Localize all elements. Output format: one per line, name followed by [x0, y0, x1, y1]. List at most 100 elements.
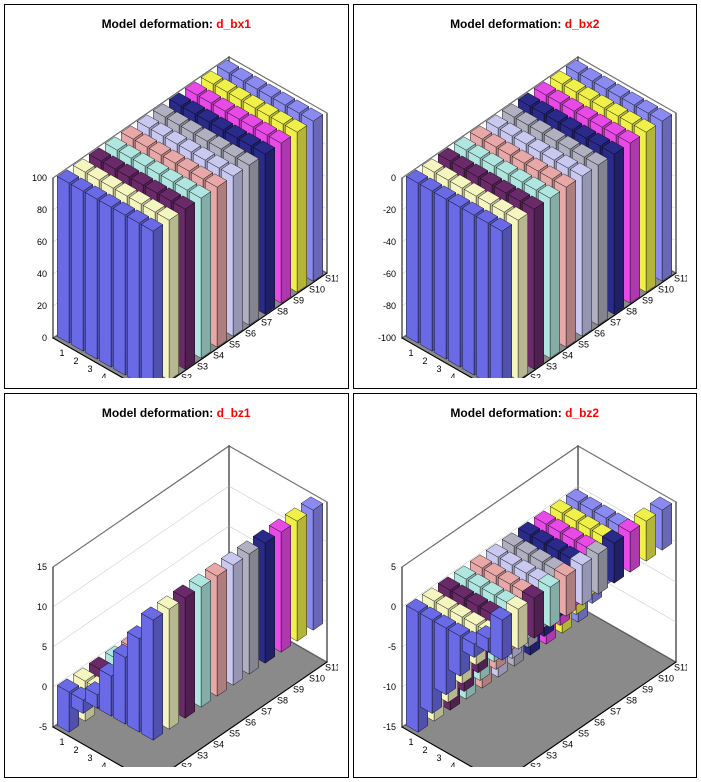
- svg-text:4: 4: [101, 372, 106, 378]
- title-prefix: Model deformation:: [450, 17, 565, 31]
- svg-text:3: 3: [436, 753, 441, 763]
- svg-text:2: 2: [73, 745, 78, 755]
- svg-text:1: 1: [408, 737, 413, 747]
- svg-text:S10: S10: [658, 674, 674, 684]
- svg-text:S4: S4: [213, 740, 224, 750]
- svg-text:1: 1: [59, 737, 64, 747]
- panel-d_bx2: Model deformation: d_bx2 -100-80-60-40-2…: [353, 4, 698, 389]
- svg-text:40: 40: [37, 269, 47, 279]
- panel-title: Model deformation: d_bz1: [5, 406, 348, 420]
- svg-text:-100: -100: [377, 333, 395, 343]
- svg-text:S8: S8: [277, 696, 288, 706]
- svg-text:-10: -10: [382, 682, 395, 692]
- svg-text:2: 2: [422, 745, 427, 755]
- chart-area: -15-10-5051234567S1S2S3S4S5S6S7S8S9S10S1…: [364, 432, 687, 767]
- svg-text:S6: S6: [245, 718, 256, 728]
- svg-text:-20: -20: [382, 205, 395, 215]
- svg-text:1: 1: [408, 348, 413, 358]
- panel-d_bz2: Model deformation: d_bz2 -15-10-50512345…: [353, 393, 698, 778]
- title-prefix: Model deformation:: [102, 17, 217, 31]
- svg-text:5: 5: [390, 562, 395, 572]
- svg-text:S3: S3: [546, 751, 557, 761]
- svg-text:10: 10: [37, 602, 47, 612]
- svg-text:S8: S8: [626, 307, 637, 317]
- svg-text:100: 100: [32, 173, 47, 183]
- svg-text:4: 4: [450, 761, 455, 767]
- svg-text:S5: S5: [229, 729, 240, 739]
- svg-text:60: 60: [37, 237, 47, 247]
- svg-text:3: 3: [87, 364, 92, 374]
- svg-text:S10: S10: [658, 285, 674, 295]
- svg-text:0: 0: [390, 602, 395, 612]
- svg-text:S10: S10: [309, 285, 325, 295]
- bar3d-chart: -50510151234567S1S2S3S4S5S6S7S8S9S10S11: [15, 432, 338, 767]
- panel-d_bx1: Model deformation: d_bx1 0 20 40 60 80 100 123…: [4, 4, 349, 389]
- svg-text:5: 5: [42, 642, 47, 652]
- title-variable: d_bz2: [565, 406, 599, 420]
- svg-text:S7: S7: [261, 318, 272, 328]
- svg-text:80: 80: [37, 205, 47, 215]
- svg-text:S4: S4: [562, 740, 573, 750]
- svg-text:-15: -15: [382, 722, 395, 732]
- svg-text:S4: S4: [213, 351, 224, 361]
- svg-text:S2: S2: [181, 373, 192, 379]
- svg-text:S9: S9: [642, 296, 653, 306]
- panel-d_bz1: Model deformation: d_bz1 -50510151234567…: [4, 393, 349, 778]
- title-prefix: Model deformation:: [102, 406, 217, 420]
- svg-text:S9: S9: [293, 685, 304, 695]
- svg-text:4: 4: [101, 761, 106, 767]
- svg-text:S11: S11: [325, 663, 338, 673]
- chart-area: 0204060801001234567S1S2S3S4S5S6S7S8S9S10…: [15, 43, 338, 378]
- svg-text:-5: -5: [39, 722, 47, 732]
- svg-text:2: 2: [422, 356, 427, 366]
- svg-text:4: 4: [450, 372, 455, 378]
- svg-text:S9: S9: [293, 296, 304, 306]
- svg-text:S5: S5: [578, 340, 589, 350]
- title-variable: d_bx2: [565, 17, 600, 31]
- panel-title: Model deformation: d_bz2: [354, 406, 697, 420]
- title-variable: d_bz1: [217, 406, 251, 420]
- svg-text:S9: S9: [642, 685, 653, 695]
- svg-text:3: 3: [436, 364, 441, 374]
- panel-title: Model deformation: d_bx2: [354, 17, 697, 31]
- svg-text:S4: S4: [562, 351, 573, 361]
- svg-text:S2: S2: [181, 762, 192, 768]
- svg-text:S2: S2: [530, 373, 541, 379]
- svg-text:1: 1: [59, 348, 64, 358]
- svg-text:S3: S3: [197, 751, 208, 761]
- bar3d-chart: -100-80-60-40-2001234567S1S2S3S4S5S6S7S8…: [364, 43, 687, 378]
- svg-text:S5: S5: [578, 729, 589, 739]
- svg-text:S7: S7: [610, 707, 621, 717]
- title-prefix: Model deformation:: [450, 406, 565, 420]
- svg-text:-60: -60: [382, 269, 395, 279]
- svg-text:3: 3: [87, 753, 92, 763]
- svg-text:S5: S5: [229, 340, 240, 350]
- svg-text:S3: S3: [546, 362, 557, 372]
- svg-text:S6: S6: [594, 718, 605, 728]
- svg-text:S11: S11: [325, 274, 338, 284]
- svg-text:S11: S11: [674, 663, 687, 673]
- svg-text:-40: -40: [382, 237, 395, 247]
- svg-text:15: 15: [37, 562, 47, 572]
- svg-text:S8: S8: [277, 307, 288, 317]
- svg-text:0: 0: [42, 333, 47, 343]
- title-variable: d_bx1: [216, 17, 251, 31]
- svg-text:S6: S6: [245, 329, 256, 339]
- svg-text:2: 2: [73, 356, 78, 366]
- svg-text:S3: S3: [197, 362, 208, 372]
- svg-text:20: 20: [37, 301, 47, 311]
- svg-text:S8: S8: [626, 696, 637, 706]
- bar3d-chart: -15-10-5051234567S1S2S3S4S5S6S7S8S9S10S1…: [364, 432, 687, 767]
- svg-text:0: 0: [42, 682, 47, 692]
- svg-text:S6: S6: [594, 329, 605, 339]
- svg-text:S10: S10: [309, 674, 325, 684]
- chart-area: -50510151234567S1S2S3S4S5S6S7S8S9S10S11: [15, 432, 338, 767]
- svg-text:0: 0: [390, 173, 395, 183]
- svg-text:S7: S7: [261, 707, 272, 717]
- chart-grid: Model deformation: d_bx1 020406080100123…: [4, 4, 697, 778]
- svg-text:S11: S11: [674, 274, 687, 284]
- panel-title: Model deformation: d_bx1: [5, 17, 348, 31]
- svg-text:S2: S2: [530, 762, 541, 768]
- chart-area: -100-80-60-40-2001234567S1S2S3S4S5S6S7S8…: [364, 43, 687, 378]
- svg-text:-5: -5: [387, 642, 395, 652]
